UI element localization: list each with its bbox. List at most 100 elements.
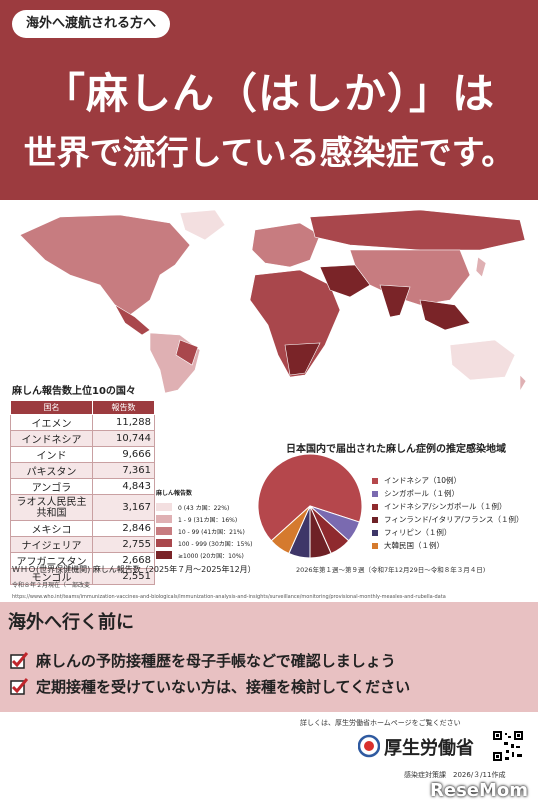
map-africa-south xyxy=(284,342,321,376)
ministry-mark-icon xyxy=(358,734,380,758)
pie-legend-label: インドネシア/シンガポール（１例） xyxy=(384,502,507,511)
count-cell: 2,846 xyxy=(92,520,155,537)
pie-legend-item: インドネシア（10例） xyxy=(372,474,523,487)
advice-title: 海外へ行く前に xyxy=(8,612,134,633)
pie-slice xyxy=(270,505,311,555)
country-cell: インドネシア xyxy=(10,430,93,447)
table-row: ナイジェリア 2,755 xyxy=(10,536,155,553)
map-india xyxy=(379,284,411,318)
advice-panel xyxy=(0,602,538,712)
date-note: 令和８年２月現在（一部改変 xyxy=(12,582,91,589)
legend-item: 10 - 99 (41カ国：21%) xyxy=(156,525,252,537)
pie-period: 2026年第１週～第９週（令和7年12月29日～令和８年３月４日) xyxy=(296,566,486,574)
pie-legend-item: 大韓民国（１例） xyxy=(372,539,523,552)
count-cell: 2,755 xyxy=(92,536,155,553)
table-row: イエメン 11,288 xyxy=(10,414,155,431)
pie-legend-label: 大韓民国（１例） xyxy=(384,541,444,550)
table-row: メキシコ 2,846 xyxy=(10,520,155,537)
pie-legend-label: フィリピン（１例） xyxy=(384,528,452,537)
count-cell: 7,361 xyxy=(92,462,155,479)
legend-label: 100 - 999 (30カ国：15%) xyxy=(178,540,253,548)
table-row: モンゴル 2,551 xyxy=(10,568,155,585)
count-cell: 10,744 xyxy=(92,430,155,447)
pie-title: 日本国内で届出された麻しん症例の推定感染地域 xyxy=(286,444,506,455)
col-count-header: 報告数 xyxy=(92,400,155,415)
pie-legend-item: フィリピン（１例） xyxy=(372,526,523,539)
headline-line1: 「麻しん（はしか）」は xyxy=(42,69,495,118)
country-cell: メキシコ xyxy=(10,520,93,537)
pie-legend-item: シンガポール（１例） xyxy=(372,487,523,500)
map-new-zealand xyxy=(519,374,527,393)
count-cell: 11,288 xyxy=(92,414,155,431)
advice-item-2: 定期接種を受けていない方は、接種を検討してください xyxy=(10,676,410,697)
checkbox-icon xyxy=(10,677,28,695)
legend-item: ≥1000 (20カ国：10%) xyxy=(156,549,252,561)
table-row: インドネシア 10,744 xyxy=(10,430,155,447)
legend-item: 0 (43 カ国：22%) xyxy=(156,501,252,513)
resemom-watermark: ReseMom xyxy=(430,780,529,801)
audience-pill: 海外へ渡航される方へ xyxy=(12,10,171,38)
pie-legend-swatch xyxy=(372,542,378,549)
country-cell: ナイジェリア xyxy=(10,536,93,553)
map-north-america xyxy=(19,214,191,316)
pie-legend-label: シンガポール（１例） xyxy=(384,489,459,498)
country-cell: インド xyxy=(10,446,93,463)
source-url: https://www.who.int/teams/immunization-v… xyxy=(12,594,446,600)
country-cell: ラオス人民民主共和国 xyxy=(10,494,93,521)
legend-item: 1 - 9 (31カ国：16%) xyxy=(156,513,252,525)
advice-item-1: 麻しんの予防接種歴を母子手帳などで確認しましょう xyxy=(10,650,396,671)
table-header-row: 国名 報告数 xyxy=(10,400,155,415)
pie-legend-label: インドネシア（10例） xyxy=(384,476,462,485)
country-cell: イエメン xyxy=(10,414,93,431)
map-greenland xyxy=(179,209,226,241)
legend-swatch xyxy=(156,527,172,535)
col-country-header: 国名 xyxy=(10,400,93,415)
world-map xyxy=(19,209,527,394)
map-central-america xyxy=(114,304,151,336)
advice-text-1: 麻しんの予防接種歴を母子手帳などで確認しましょう xyxy=(36,652,396,670)
country-cell: アンゴラ xyxy=(10,478,93,495)
map-legend: 麻しん報告数 0 (43 カ国：22%) 1 - 9 (31カ国：16%) 10… xyxy=(156,488,252,561)
checkbox-icon xyxy=(10,651,28,669)
legend-swatch xyxy=(156,539,172,547)
legend-label: 1 - 9 (31カ国：16%) xyxy=(178,516,238,524)
pie-legend-swatch xyxy=(372,529,378,536)
pie-legend: インドネシア（10例） シンガポール（１例） インドネシア/シンガポール（１例）… xyxy=(372,474,523,552)
legend-item: 100 - 999 (30カ国：15%) xyxy=(156,537,252,549)
map-south-america-east xyxy=(175,339,199,366)
pie-legend-swatch xyxy=(372,516,378,523)
footer-issuer: 感染症対策課 2026/３/11作成 xyxy=(404,771,506,779)
map-southeast-asia xyxy=(419,299,471,331)
who-source-note: ＷＨＯ(世界保健機関) 麻しん報告数（2025年７月～2025年12月） xyxy=(12,565,256,574)
table-title: 麻しん報告数上位10の国々 xyxy=(12,386,136,397)
count-cell: 9,666 xyxy=(92,446,155,463)
count-cell: 2,551 xyxy=(92,568,155,585)
map-europe xyxy=(251,222,321,268)
map-russia xyxy=(309,209,526,251)
map-australia xyxy=(449,339,516,381)
table-row: ラオス人民民主共和国 3,167 xyxy=(10,494,155,521)
pie-legend-label: フィンランド/イタリア/フランス（１例） xyxy=(384,515,524,524)
pie-legend-swatch xyxy=(372,477,378,484)
map-middle-east xyxy=(319,264,371,298)
pie-legend-item: フィンランド/イタリア/フランス（１例） xyxy=(372,513,523,526)
legend-label: 10 - 99 (41カ国：21%) xyxy=(178,528,245,536)
legend-label: 0 (43 カ国：22%) xyxy=(178,504,230,512)
table-row: パキスタン 7,361 xyxy=(10,462,155,479)
pie-legend-swatch xyxy=(372,503,378,510)
country-cell: モンゴル xyxy=(10,568,93,585)
pie-legend-swatch xyxy=(372,490,378,497)
pie-legend-item: インドネシア/シンガポール（１例） xyxy=(372,500,523,513)
legend-swatch xyxy=(156,503,172,511)
ministry-name: 厚生労働省 xyxy=(384,738,474,759)
qr-code-icon[interactable] xyxy=(492,730,524,762)
map-legend-title: 麻しん報告数 xyxy=(156,490,193,497)
headline-line2: 世界で流行している感染症です。 xyxy=(23,133,515,172)
country-cell: パキスタン xyxy=(10,462,93,479)
ministry-logo: 厚生労働省 xyxy=(358,734,474,760)
map-asia xyxy=(349,249,471,306)
table-row: アンゴラ 4,843 xyxy=(10,478,155,495)
legend-swatch xyxy=(156,551,172,559)
footer-detail: 詳しくは、厚生労働省ホームページをご覧ください xyxy=(300,719,461,727)
table-row: インド 9,666 xyxy=(10,446,155,463)
